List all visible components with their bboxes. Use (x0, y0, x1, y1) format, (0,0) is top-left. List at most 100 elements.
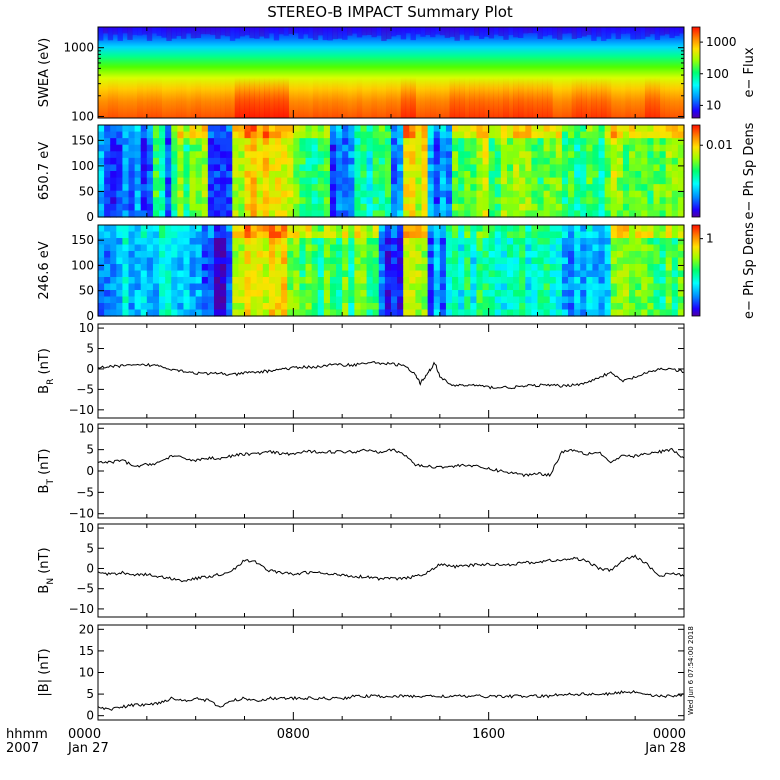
spectrogram-cell (598, 251, 606, 259)
spectrogram-cell (580, 151, 587, 159)
spectrogram-cell (500, 203, 508, 212)
spectrogram-cell (415, 296, 423, 304)
spectrogram-cell (439, 151, 447, 159)
spectrogram-cell (671, 138, 679, 146)
spectrogram-cell (513, 296, 520, 304)
spectrogram-cell (641, 264, 648, 272)
spectrogram-cell (299, 270, 307, 278)
spectrogram-cell (586, 190, 594, 198)
spectrogram-cell (152, 309, 160, 317)
spectrogram-cell (244, 144, 252, 152)
spectrogram-cell (238, 257, 246, 265)
swea-flux-top-cell (117, 27, 123, 41)
spectrogram-cell (183, 197, 191, 205)
spectrogram-cell (244, 197, 252, 205)
spectrogram-cell (604, 264, 612, 272)
spectrogram-cell (482, 144, 490, 152)
spectrogram-cell (604, 203, 612, 212)
spectrogram-cell (262, 296, 270, 304)
spectrogram-cell (342, 303, 349, 311)
spectrogram-cell (421, 283, 429, 291)
spectrogram-cell (580, 231, 587, 239)
spectrogram-cell (348, 296, 355, 304)
spectrogram-cell (360, 225, 368, 233)
spectrogram-cell (568, 177, 575, 185)
spectrogram-cell (506, 197, 514, 205)
spectrogram-cell (519, 164, 526, 172)
swea-flux-top-cell (146, 27, 153, 41)
spectrogram-cell (220, 157, 227, 166)
spectrogram-cell (116, 138, 124, 146)
spectrogram-cell (519, 138, 526, 146)
spectrogram-cell (616, 125, 624, 133)
spectrogram-cell (366, 138, 374, 146)
spectrogram-cell (201, 131, 209, 139)
spectrogram-cell (525, 138, 532, 146)
spectrogram-cell (494, 164, 502, 172)
spectrogram-cell (647, 203, 655, 212)
spectrogram-cell (177, 184, 185, 192)
spectrogram-cell (226, 197, 233, 205)
spectrogram-cell (378, 264, 386, 272)
swea-flux-top-cell (366, 27, 372, 35)
spectrogram-cell (207, 290, 215, 298)
spectrogram-cell (525, 144, 532, 152)
spectrogram-cell (378, 225, 386, 233)
spectrogram-cell (213, 303, 221, 311)
spectrogram-cell (641, 131, 648, 139)
spectrogram-cell (317, 251, 325, 259)
spectrogram-cell (598, 270, 606, 278)
swea-flux-column (503, 27, 509, 118)
y-tick-label: 5 (86, 443, 94, 457)
spectrogram-cell (677, 131, 685, 139)
spectrogram-cell (635, 244, 642, 252)
spectrogram-cell (317, 151, 325, 159)
spectrogram-cell (226, 184, 233, 192)
spectrogram-cell (403, 296, 410, 304)
spectrogram-cell (140, 270, 148, 278)
spectrogram-cell (378, 257, 386, 265)
spectrogram-cell (268, 264, 276, 272)
spectrogram-cell (641, 270, 648, 278)
spectrogram-cell (287, 197, 294, 205)
y-tick-label: 20 (79, 622, 94, 636)
spectrogram-cell (494, 197, 502, 205)
spectrogram-cell (531, 177, 539, 185)
spectrogram-cell (470, 309, 478, 317)
spectrogram-cell (293, 131, 301, 139)
spectrogram-cell (128, 203, 136, 212)
spectrogram-cell (384, 303, 392, 311)
spectrogram-cell (519, 309, 526, 317)
spectrogram-cell (366, 177, 374, 185)
spectrogram-cell (580, 270, 587, 278)
swea-flux-top-cell (454, 27, 460, 41)
spectrogram-cell (354, 264, 362, 272)
spectrogram-cell (610, 125, 618, 133)
spectrogram-cell (366, 309, 374, 317)
spectrogram-cell (433, 190, 441, 198)
spectrogram-cell (98, 277, 105, 285)
spectrogram-cell (268, 303, 276, 311)
spectrogram-cell (281, 138, 288, 146)
spectrogram-cell (671, 177, 679, 185)
spectrogram-cell (513, 190, 520, 198)
spectrogram-cell (128, 270, 136, 278)
spectrogram-cell (323, 151, 331, 159)
spectrogram-cell (128, 264, 136, 272)
spectrogram-cell (232, 270, 239, 278)
spectrogram-cell (238, 225, 246, 233)
spectrogram-cell (128, 303, 136, 311)
spectrogram-cell (159, 309, 166, 317)
swea-flux-top-cell (137, 27, 143, 36)
spectrogram-cell (213, 225, 221, 233)
spectrogram-cell (165, 303, 172, 311)
spectrogram-cell (537, 151, 545, 159)
spectrogram-cell (531, 125, 539, 133)
spectrogram-cell (244, 231, 252, 239)
spectrogram-cell (226, 151, 233, 159)
spectrogram-cell (116, 238, 124, 246)
spectrogram-cell (262, 171, 270, 179)
spectrogram-cell (110, 296, 117, 304)
spectrogram-cell (146, 131, 154, 139)
spectrogram-cell (598, 309, 606, 317)
